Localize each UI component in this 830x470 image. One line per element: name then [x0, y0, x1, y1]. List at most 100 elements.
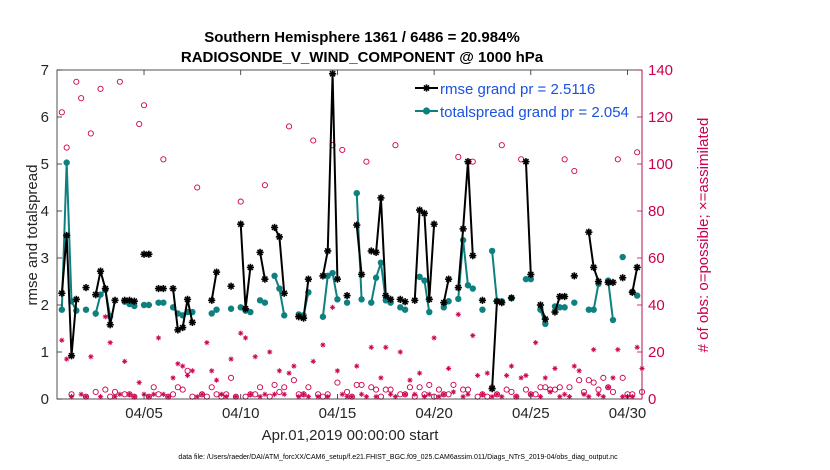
obs-possible-point: [189, 393, 196, 400]
obs-possible-point: [406, 384, 413, 391]
obs-possible-point: [455, 153, 462, 160]
obs-assimilated-point: [262, 391, 268, 397]
obs-possible-point: [155, 391, 162, 398]
obs-possible-point: [585, 377, 592, 384]
rmse-point: [464, 158, 472, 166]
obs-possible-point: [305, 384, 312, 391]
obs-assimilated-point: [247, 391, 253, 397]
rmse-point: [536, 301, 545, 309]
spread-point: [324, 272, 331, 280]
y-axis-left: 0 1 2 3 4 5 6 7: [41, 62, 62, 408]
obs-possible-point: [556, 384, 563, 391]
y-axis-right-label: # of obs: o=possible; ×=assimilated: [695, 118, 712, 353]
obs-possible-point: [140, 102, 148, 109]
rmse-point: [106, 321, 114, 329]
obs-possible-point: [281, 384, 288, 391]
obs-possible-point: [339, 146, 346, 153]
obs-assimilated-point: [78, 391, 84, 397]
obs-possible-point: [619, 374, 626, 381]
rmse-point: [92, 291, 100, 299]
legend-rmse-asterisk: [422, 84, 431, 92]
obs-assimilated-point: [441, 391, 447, 397]
spread-point: [276, 285, 283, 292]
obs-assimilated-point: [126, 391, 133, 397]
spread-point: [58, 306, 66, 313]
obs-possible-point: [503, 386, 510, 393]
x-tick-label: 04/05: [125, 405, 163, 422]
obs-assimilated-point: [131, 394, 137, 400]
obs-assimilated-point: [383, 344, 389, 350]
plot-area: [58, 70, 646, 400]
obs-assimilated-point: [421, 394, 428, 400]
obs-assimilated-point: [566, 394, 573, 400]
rmse-point: [561, 292, 569, 301]
obs-assimilated-point: [392, 394, 399, 400]
obs-assimilated-point: [310, 358, 316, 364]
obs-assimilated-point: [484, 370, 490, 376]
spread-point: [571, 299, 578, 306]
spread-point: [426, 308, 433, 316]
legend-spread-marker: [422, 107, 431, 115]
obs-assimilated-point: [97, 394, 104, 400]
obs-assimilated-point: [213, 377, 220, 383]
obs-assimilated-point: [489, 394, 495, 400]
y-left-tick-label: 1: [41, 344, 49, 361]
rmse-point: [246, 263, 254, 271]
obs-assimilated-point: [397, 349, 403, 355]
obs-possible-point: [484, 393, 491, 400]
rmse-point: [488, 385, 496, 393]
obs-assimilated-point: [209, 368, 215, 374]
obs-possible-point: [160, 156, 167, 163]
obs-possible-point: [498, 142, 505, 149]
obs-assimilated-point: [591, 347, 597, 353]
rmse-point: [140, 250, 148, 258]
obs-possible-point: [614, 156, 621, 163]
obs-assimilated-point: [242, 335, 249, 341]
obs-assimilated-point: [344, 394, 350, 400]
obs-assimilated-point: [470, 332, 476, 339]
obs-assimilated-point: [281, 391, 287, 397]
rmse-point: [454, 284, 462, 292]
rmse-point: [111, 296, 119, 304]
obs-possible-point: [561, 156, 568, 163]
rmse-point: [430, 220, 438, 228]
obs-possible-point: [111, 388, 119, 396]
y-axis-right: 0 20 40 60 80 100 120 140: [637, 62, 673, 408]
obs-assimilated-point: [276, 368, 282, 374]
rmse-point: [241, 305, 250, 313]
obs-possible-point: [368, 384, 375, 391]
x-tick-label: 04/10: [222, 405, 260, 422]
rmse-point: [82, 284, 90, 292]
rmse-point: [628, 288, 636, 296]
obs-possible-point: [319, 393, 326, 400]
obs-assimilated-point: [537, 394, 544, 400]
obs-assimilated-point: [475, 372, 481, 379]
obs-possible-point: [169, 391, 177, 398]
rmse-line-segment: [210, 271, 218, 301]
obs-assimilated-point: [64, 356, 70, 362]
obs-assimilated-point: [412, 391, 418, 397]
obs-assimilated-point: [407, 377, 413, 383]
spread-point: [401, 306, 409, 313]
obs-possible-point: [58, 109, 65, 116]
spread-point: [416, 273, 423, 280]
obs-assimilated-point: [305, 394, 312, 400]
obs-possible-point: [102, 386, 109, 393]
y-right-tick-label: 140: [648, 62, 673, 79]
obs-possible-point: [426, 381, 433, 388]
obs-possible-point: [136, 121, 143, 128]
legend: rmse grand pr = 2.5116 totalspread grand…: [415, 81, 629, 121]
footer-file-path: data file: /Users/raeder/DAI/ATM_forcXX/…: [178, 454, 618, 461]
rmse-point: [256, 248, 264, 256]
rmse-point: [96, 267, 105, 275]
obs-assimilated-point: [291, 363, 297, 369]
obs-assimilated-point: [402, 391, 408, 397]
rmse-point: [416, 206, 424, 214]
obs-assimilated-point: [460, 394, 466, 400]
obs-possible-point: [600, 374, 607, 381]
spread-point: [247, 308, 254, 316]
rmse-point: [208, 296, 216, 304]
spread-point: [633, 292, 641, 299]
y-right-tick-label: 80: [648, 203, 665, 220]
